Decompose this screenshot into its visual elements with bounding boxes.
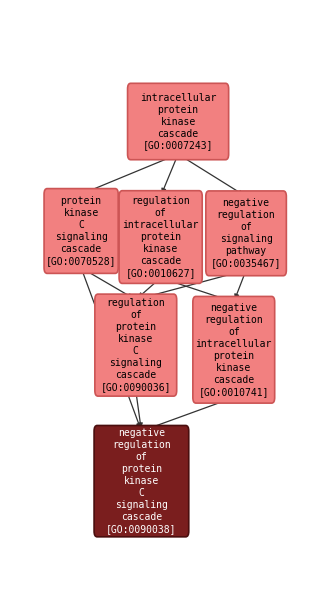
Text: negative
regulation
of
signaling
pathway
[GO:0035467]: negative regulation of signaling pathway… [211, 198, 281, 269]
FancyBboxPatch shape [193, 296, 275, 403]
Text: regulation
of
intracellular
protein
kinase
cascade
[GO:0010627]: regulation of intracellular protein kina… [122, 196, 199, 278]
Text: negative
regulation
of
intracellular
protein
kinase
cascade
[GO:0010741]: negative regulation of intracellular pro… [196, 302, 272, 397]
Text: protein
kinase
C
signaling
cascade
[GO:0070528]: protein kinase C signaling cascade [GO:0… [46, 196, 117, 266]
FancyBboxPatch shape [44, 189, 118, 273]
FancyBboxPatch shape [95, 294, 177, 396]
FancyBboxPatch shape [127, 83, 229, 160]
FancyBboxPatch shape [119, 191, 202, 283]
Text: intracellular
protein
kinase
cascade
[GO:0007243]: intracellular protein kinase cascade [GO… [140, 93, 216, 151]
FancyBboxPatch shape [206, 191, 286, 276]
FancyBboxPatch shape [94, 425, 189, 537]
Text: negative
regulation
of
protein
kinase
C
signaling
cascade
[GO:0090038]: negative regulation of protein kinase C … [106, 428, 177, 534]
Text: regulation
of
protein
kinase
C
signaling
cascade
[GO:0090036]: regulation of protein kinase C signaling… [101, 298, 171, 392]
